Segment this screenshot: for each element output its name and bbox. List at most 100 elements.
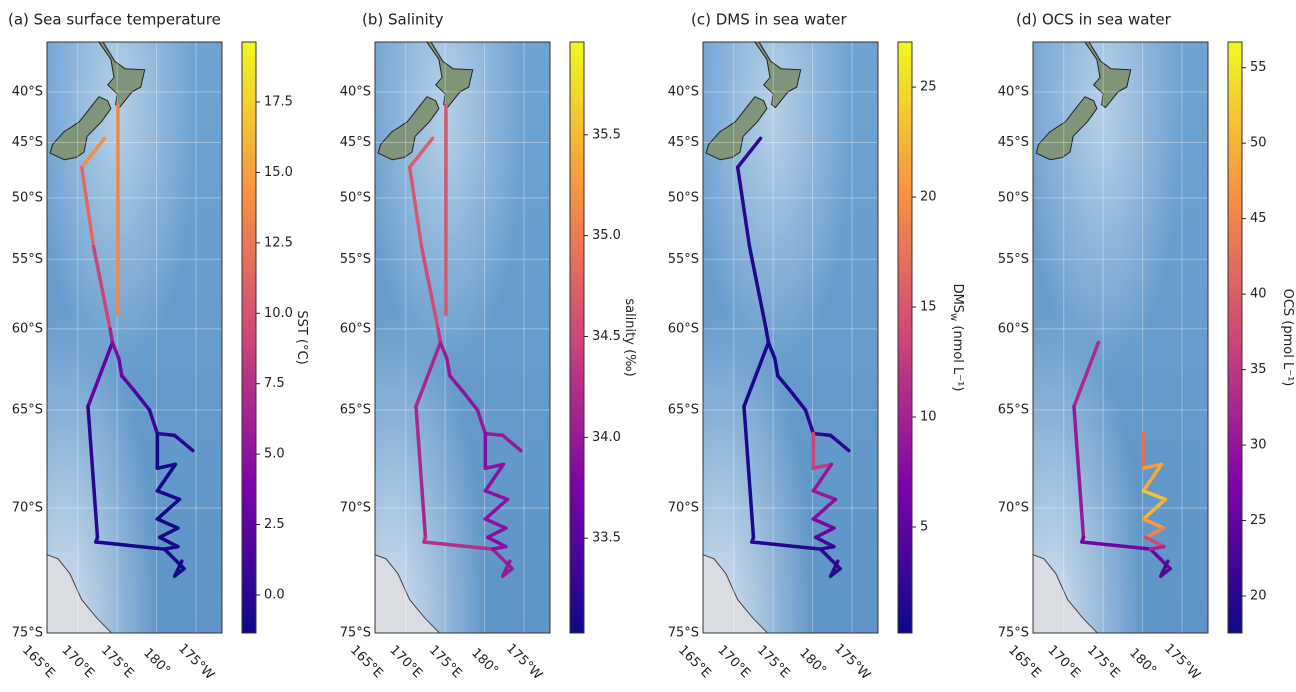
lat-label: 75°S <box>998 626 1029 641</box>
track-segment <box>811 517 836 530</box>
colorbar-tick-label: 7.5 <box>264 376 285 391</box>
map-frame <box>46 41 223 634</box>
track-segment <box>438 340 449 360</box>
track-segment <box>1080 540 1153 551</box>
track-segment <box>475 408 488 436</box>
lat-label: 40°S <box>998 84 1029 99</box>
track-segment <box>500 559 512 578</box>
colorbar-tick-label: 17.5 <box>264 95 293 110</box>
colorbar-tick-label: 15.0 <box>264 165 293 180</box>
track-segment <box>772 356 780 378</box>
lon-label: 170°E <box>1044 643 1083 682</box>
colorbar-label: salinity (‰) <box>623 298 638 376</box>
track-segment <box>500 433 523 453</box>
panel-title: (d) OCS in sea water <box>1016 11 1172 29</box>
lon-label: 180° <box>468 646 501 679</box>
lat-label: 55°S <box>340 252 371 267</box>
panel-title: (c) DMS in sea water <box>691 11 848 29</box>
track-segment <box>735 165 752 249</box>
track-segment <box>828 559 840 578</box>
track-segment <box>1148 544 1166 551</box>
map <box>375 42 550 633</box>
lon-label: 170°E <box>714 643 753 682</box>
colorbar-tick-label: 34.0 <box>592 430 621 445</box>
track-segment <box>483 517 508 530</box>
colorbar-tick-label: 12.5 <box>264 235 293 250</box>
track-segment <box>766 340 777 360</box>
map-frame <box>374 41 551 634</box>
track-segment <box>1141 497 1168 521</box>
track-segment <box>120 374 137 393</box>
colorbar-tick-label: 33.5 <box>592 531 621 546</box>
colorbar-label: OCS (pmol L⁻¹) <box>1281 289 1296 387</box>
land-antarctica <box>1033 554 1099 633</box>
lat-label: 75°S <box>12 626 43 641</box>
land-nz <box>377 96 440 161</box>
lat-label: 40°S <box>12 84 43 99</box>
track-segment <box>407 165 424 249</box>
lat-label: 65°S <box>998 403 1029 418</box>
land-nz <box>49 96 112 161</box>
track-segment <box>155 462 178 493</box>
track-segment <box>162 544 180 551</box>
colorbar <box>569 41 585 634</box>
lon-label: 180° <box>796 646 829 679</box>
lat-label: 70°S <box>12 500 43 515</box>
colorbar-label-text: SST (°C) <box>295 310 310 364</box>
track-segment <box>155 497 182 521</box>
map <box>703 42 878 633</box>
lat-label: 50°S <box>340 190 371 205</box>
land-antarctica <box>375 554 441 633</box>
lon-label: 175°E <box>426 643 465 682</box>
track-segment <box>155 462 178 471</box>
colorbar-tick-label: 20 <box>1250 589 1267 604</box>
lon-label: 165°E <box>347 643 386 682</box>
colorbar <box>1227 41 1243 634</box>
colorbar-tick-label: 10 <box>920 410 937 425</box>
track-segment <box>747 244 768 331</box>
lat-label: 70°S <box>668 500 699 515</box>
track-segment <box>1158 559 1170 578</box>
panel: (c) DMS in sea water 40°S 45°S 50°S 55°S 60°S… <box>668 11 966 684</box>
map <box>1033 42 1208 633</box>
colorbar-tick-label: 25 <box>920 80 937 95</box>
lat-label: 55°S <box>12 252 43 267</box>
colorbar-tick-label: 45 <box>1250 211 1267 226</box>
map-frame <box>702 41 879 634</box>
lat-label: 70°S <box>340 500 371 515</box>
lat-label: 60°S <box>12 321 43 336</box>
lat-label: 40°S <box>668 84 699 99</box>
panel-title: (b) Salinity <box>362 11 444 29</box>
lat-label: 50°S <box>668 190 699 205</box>
track-segment <box>490 544 508 551</box>
land-nz <box>1084 42 1132 109</box>
lat-label: 55°S <box>998 252 1029 267</box>
track-segment <box>483 462 506 493</box>
track-segment <box>764 327 771 345</box>
track-segment <box>483 431 505 438</box>
lat-label: 40°S <box>340 84 371 99</box>
colorbar-tick-label: 2.5 <box>264 517 285 532</box>
track-segment <box>1143 526 1166 540</box>
track-segment <box>483 489 510 502</box>
track-segment <box>811 462 834 471</box>
lat-label: 75°S <box>340 626 371 641</box>
track-segment <box>776 374 793 393</box>
track-segment <box>155 517 180 530</box>
lon-label: 175°E <box>1084 643 1123 682</box>
track-segment <box>485 526 508 540</box>
track-segment <box>813 526 836 540</box>
lon-label: 170°E <box>58 643 97 682</box>
track-segment <box>742 340 771 409</box>
track-segment <box>407 136 435 170</box>
track-segment <box>788 389 808 412</box>
track-segment <box>147 408 160 436</box>
track-segment <box>172 433 195 453</box>
track-segment <box>485 535 508 549</box>
track-segment <box>742 404 756 540</box>
land-antarctica <box>47 554 113 633</box>
colorbar-tick-label: 15 <box>920 300 937 315</box>
track-segment <box>811 489 838 502</box>
track-segment <box>1143 535 1166 549</box>
colorbar-tick-label: 50 <box>1250 136 1267 151</box>
